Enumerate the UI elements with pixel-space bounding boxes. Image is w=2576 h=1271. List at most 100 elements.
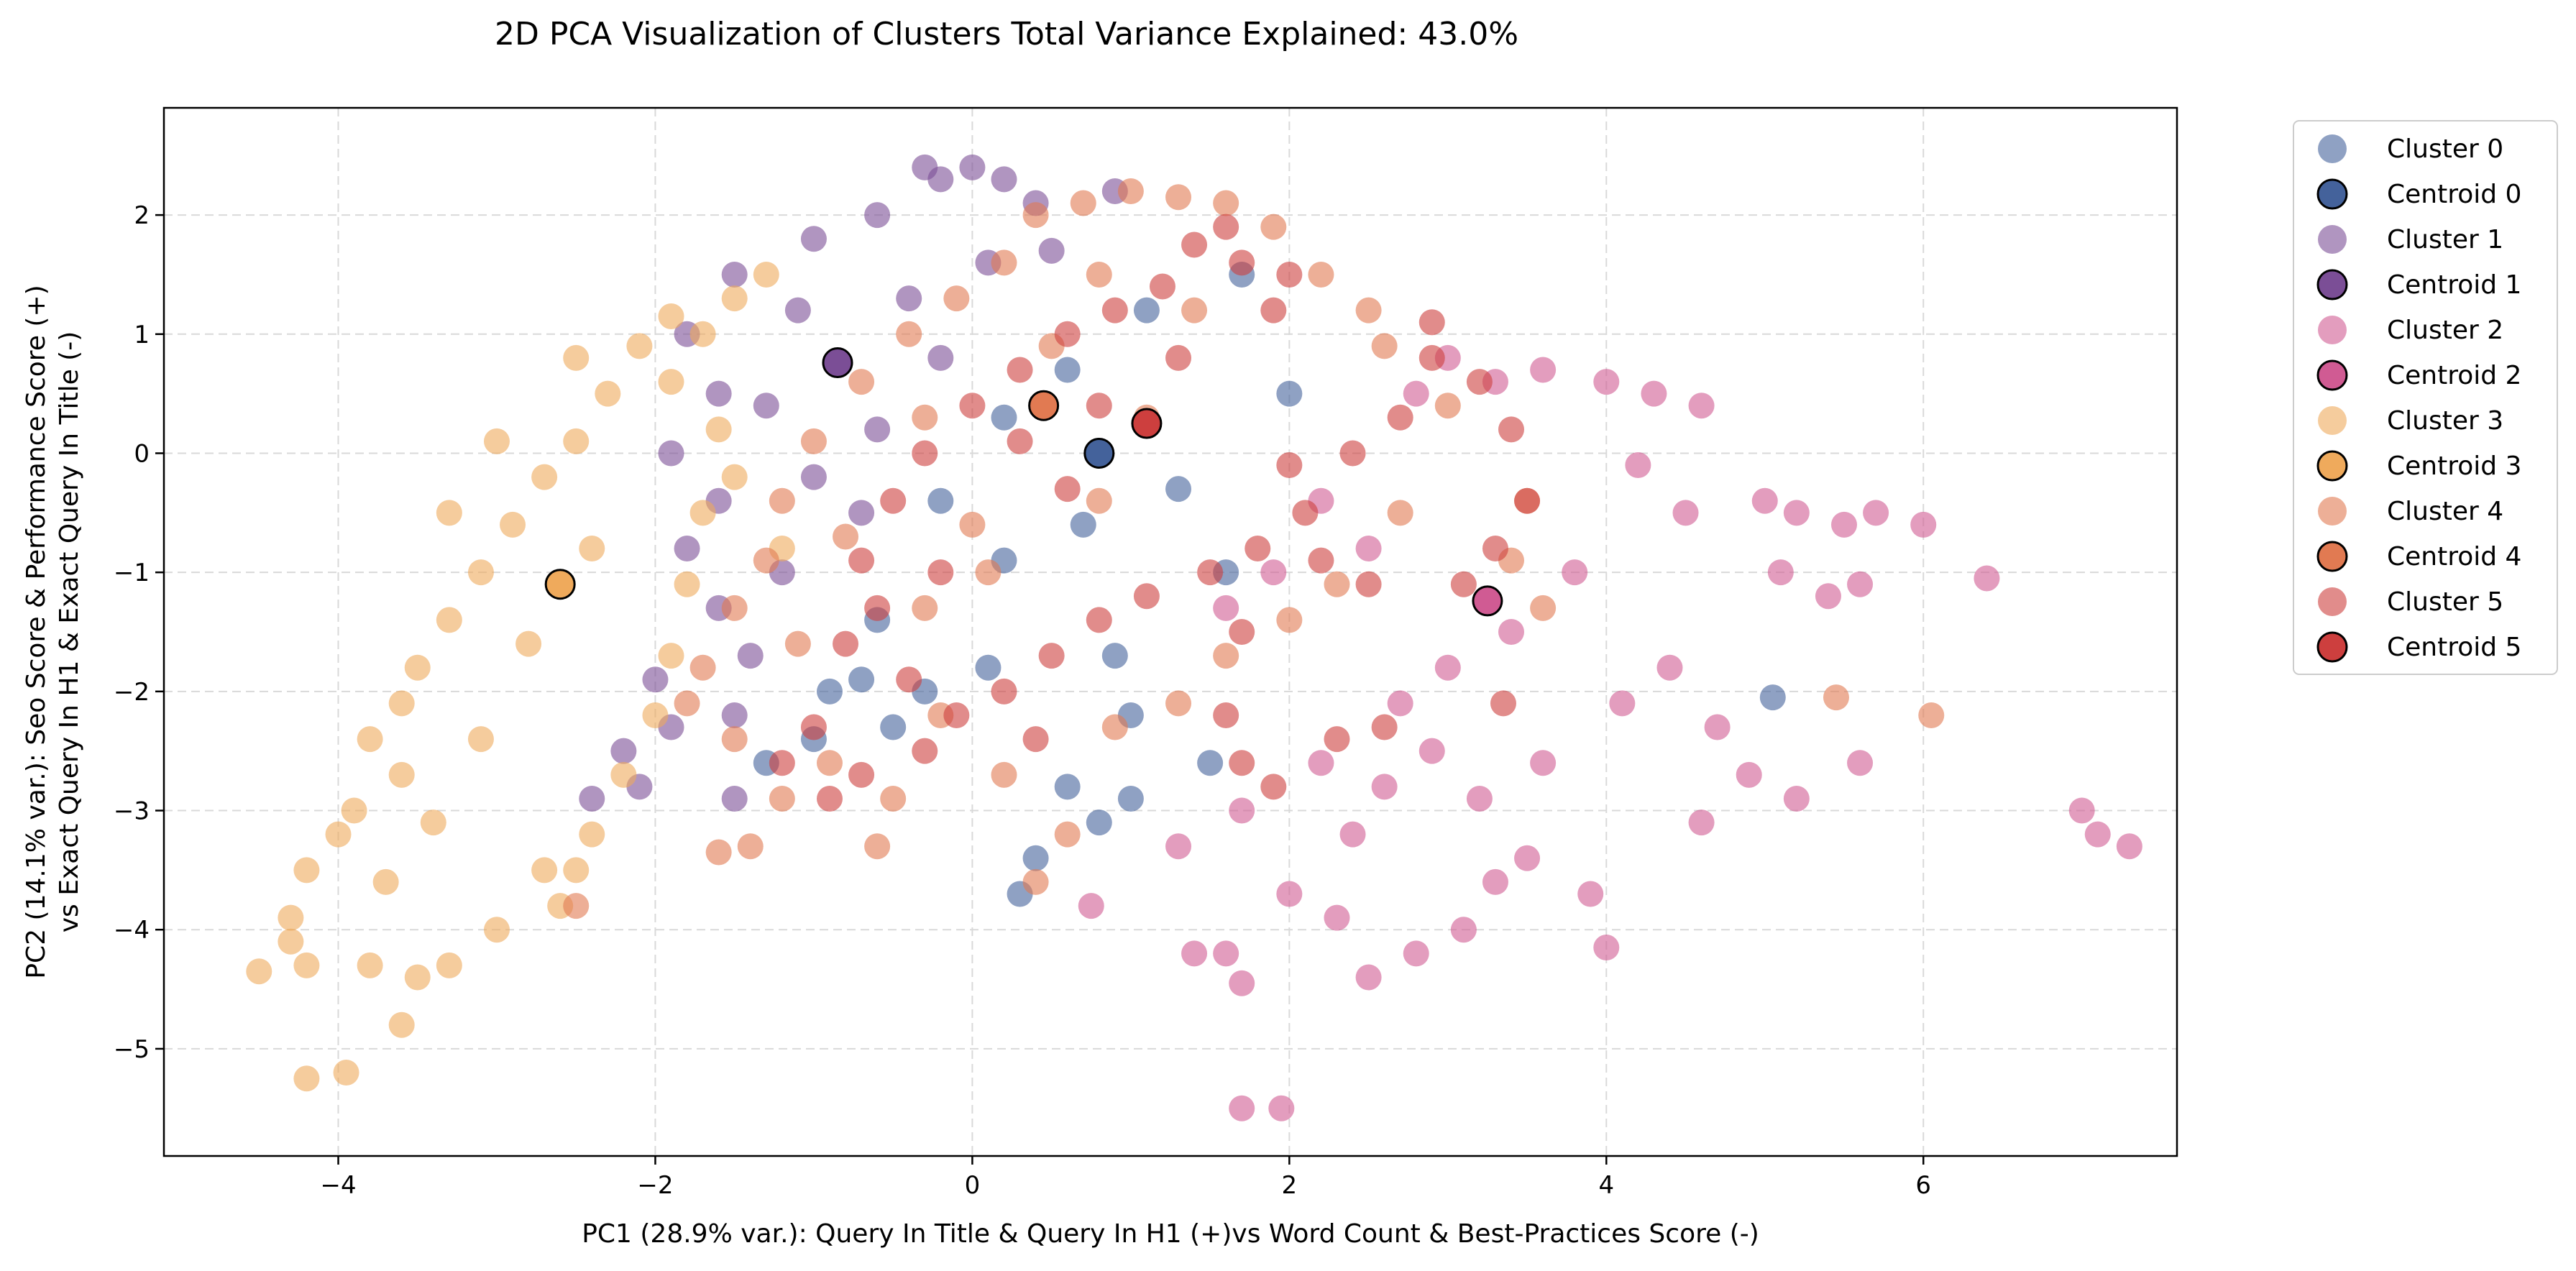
cluster-5-point — [959, 393, 986, 419]
cluster-5-point — [1490, 690, 1516, 717]
cluster-4-point — [769, 487, 795, 514]
cluster-5-point — [927, 559, 954, 586]
cluster-5-point — [1276, 452, 1303, 479]
cluster-1-point — [800, 464, 827, 490]
legend-centroid-1-label: Centroid 1 — [2387, 270, 2521, 300]
cluster-5-point — [1213, 702, 1239, 728]
plot-frame — [162, 106, 2178, 1157]
legend-centroid-1-marker — [2316, 269, 2348, 300]
cluster-3-point — [658, 369, 684, 395]
cluster-5-point — [1418, 309, 1445, 336]
centroid-2-marker — [1472, 585, 1503, 617]
legend-centroid-2-label: Centroid 2 — [2387, 361, 2521, 390]
cluster-0-point — [991, 404, 1017, 431]
cluster-5-point — [1197, 559, 1224, 586]
cluster-3-point — [436, 500, 462, 526]
cluster-2-point — [1450, 917, 1477, 943]
cluster-4-point — [1276, 607, 1303, 633]
cluster-3-point — [705, 416, 732, 443]
cluster-1-point — [658, 440, 684, 467]
cluster-2-point — [1339, 821, 1366, 848]
cluster-3-point — [531, 857, 558, 884]
cluster-5-point — [864, 595, 891, 621]
cluster-0-point — [1759, 684, 1786, 711]
cluster-5-point — [991, 678, 1017, 705]
legend-centroid-4-label: Centroid 4 — [2387, 542, 2521, 572]
y-tick-label: −3 — [114, 797, 150, 826]
x-axis-ticks: −4 −2 0 2 4 6 — [320, 1156, 1931, 1200]
cluster-4-point — [1434, 393, 1461, 419]
legend-cluster-0-label: Cluster 0 — [2387, 134, 2503, 164]
cluster-1-point — [579, 785, 605, 812]
cluster-0-point — [1197, 750, 1224, 776]
cluster-4-point — [912, 404, 938, 431]
cluster-0-point — [1133, 297, 1160, 324]
cluster-4-point — [721, 595, 748, 621]
cluster-5-point — [1213, 214, 1239, 240]
cluster-2-point — [1530, 357, 1557, 383]
cluster-2-point — [1229, 1095, 1255, 1121]
cluster-4-point — [1086, 487, 1112, 514]
cluster-2-point — [1268, 1095, 1295, 1121]
cluster-5-point — [896, 666, 922, 693]
cluster-2-point — [1403, 380, 1429, 407]
cluster-1-point — [721, 785, 748, 812]
cluster-3-point — [278, 904, 304, 931]
cluster-3-point — [293, 1065, 320, 1092]
x-tick-label: 2 — [1282, 1171, 1298, 1200]
cluster-3-point — [753, 261, 779, 288]
cluster-1-point — [800, 226, 827, 252]
cluster-2-point — [1213, 595, 1239, 621]
cluster-2-point — [1514, 845, 1541, 871]
cluster-2-point — [1910, 511, 1937, 538]
cluster-4-point — [1371, 333, 1398, 359]
cluster-5-point — [1260, 297, 1287, 324]
cluster-5-point — [1101, 297, 1128, 324]
cluster-2-point — [1260, 559, 1287, 586]
cluster-0-point — [1165, 476, 1192, 503]
cluster-1-point — [753, 393, 779, 419]
cluster-3-point — [388, 690, 415, 717]
cluster-4-point — [1022, 868, 1049, 895]
cluster-4-point — [912, 595, 938, 621]
cluster-1-point — [864, 416, 891, 443]
legend-cluster-1-label: Cluster 1 — [2387, 225, 2503, 254]
cluster-1-point — [864, 202, 891, 229]
cluster-2-point — [1562, 559, 1588, 586]
cluster-4-point — [1054, 821, 1081, 848]
cluster-2-point — [1498, 619, 1525, 645]
cluster-4-point — [896, 321, 922, 347]
cluster-5-point — [1308, 547, 1334, 574]
cluster-0-point — [816, 678, 843, 705]
cluster-2-point — [2084, 821, 2111, 848]
cluster-5-point — [1054, 321, 1081, 347]
centroid-4-marker — [1028, 390, 1060, 421]
cluster-0-point — [1101, 643, 1128, 669]
chart-title: 2D PCA Visualization of Clusters Total V… — [495, 16, 1518, 52]
cluster-3-point — [642, 702, 669, 728]
legend-cluster-3-marker — [2318, 406, 2347, 435]
cluster-3-point — [689, 321, 716, 347]
cluster-3-point — [674, 571, 700, 597]
cluster-0-point — [1022, 845, 1049, 871]
cluster-3-point — [721, 464, 748, 490]
cluster-3-point — [563, 344, 590, 371]
y-tick-label: 0 — [134, 439, 150, 468]
cluster-4-point — [1070, 190, 1096, 216]
cluster-3-point — [467, 559, 494, 586]
scatter-points — [246, 154, 2142, 1121]
cluster-4-point — [1355, 297, 1382, 324]
cluster-5-point — [1133, 583, 1160, 610]
cluster-2-point — [1482, 868, 1508, 895]
x-tick-label: −2 — [637, 1171, 673, 1200]
legend-centroid-4-marker — [2316, 541, 2348, 572]
cluster-5-point — [1260, 774, 1287, 800]
legend-centroid-3-label: Centroid 3 — [2387, 451, 2521, 481]
cluster-2-point — [1229, 970, 1255, 996]
cluster-5-point — [1418, 344, 1445, 371]
cluster-2-point — [1213, 940, 1239, 967]
cluster-2-point — [1688, 393, 1715, 419]
cluster-2-point — [1783, 785, 1810, 812]
cluster-4-point — [1324, 571, 1350, 597]
cluster-1-point — [674, 536, 700, 562]
